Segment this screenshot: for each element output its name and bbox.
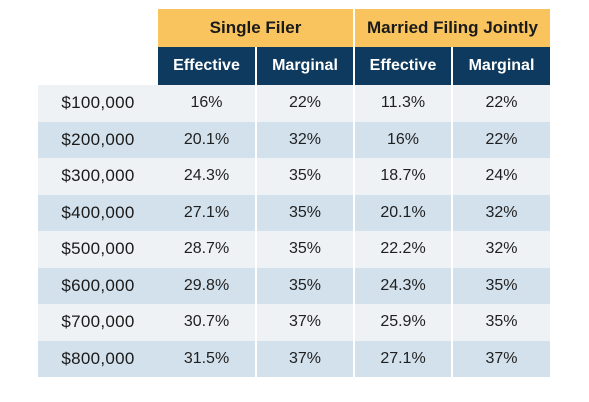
married-marginal-cell: 22% bbox=[451, 85, 550, 122]
married-effective-cell: 22.2% bbox=[353, 231, 452, 268]
sub-header-single-marginal: Marginal bbox=[255, 47, 354, 85]
income-cell: $600,000 bbox=[38, 267, 158, 304]
income-cell: $100,000 bbox=[38, 85, 158, 122]
income-cell: $300,000 bbox=[38, 158, 158, 195]
single-marginal-cell: 37% bbox=[255, 304, 354, 341]
single-effective-cell: 30.7% bbox=[158, 304, 256, 341]
single-effective-cell: 28.7% bbox=[158, 231, 256, 268]
single-effective-cell: 29.8% bbox=[158, 267, 256, 304]
married-marginal-cell: 37% bbox=[451, 340, 550, 377]
single-effective-cell: 16% bbox=[158, 85, 256, 122]
sub-header-married-effective: Effective bbox=[353, 47, 452, 85]
married-marginal-cell: 32% bbox=[451, 194, 550, 231]
table-row: $200,000 20.1% 32% 16% 22% bbox=[38, 121, 550, 158]
married-effective-cell: 16% bbox=[353, 121, 452, 158]
married-effective-cell: 24.3% bbox=[353, 267, 452, 304]
table-row: $700,000 30.7% 37% 25.9% 35% bbox=[38, 304, 550, 341]
married-marginal-cell: 32% bbox=[451, 231, 550, 268]
table-row: $400,000 27.1% 35% 20.1% 32% bbox=[38, 194, 550, 231]
sub-header-married-marginal: Marginal bbox=[451, 47, 550, 85]
group-header-married-filing-jointly: Married Filing Jointly bbox=[354, 9, 550, 47]
income-cell: $400,000 bbox=[38, 194, 158, 231]
income-cell: $500,000 bbox=[38, 231, 158, 268]
married-effective-cell: 27.1% bbox=[353, 340, 452, 377]
married-effective-cell: 20.1% bbox=[353, 194, 452, 231]
single-marginal-cell: 35% bbox=[255, 231, 354, 268]
single-effective-cell: 27.1% bbox=[158, 194, 256, 231]
table-row: $800,000 31.5% 37% 27.1% 37% bbox=[38, 340, 550, 377]
sub-header-row: Effective Marginal Effective Marginal bbox=[38, 47, 550, 85]
table-row: $500,000 28.7% 35% 22.2% 32% bbox=[38, 231, 550, 268]
married-effective-cell: 18.7% bbox=[353, 158, 452, 195]
married-marginal-cell: 22% bbox=[451, 121, 550, 158]
table-row: $300,000 24.3% 35% 18.7% 24% bbox=[38, 158, 550, 195]
single-effective-cell: 20.1% bbox=[158, 121, 256, 158]
table-row: $600,000 29.8% 35% 24.3% 35% bbox=[38, 267, 550, 304]
income-cell: $800,000 bbox=[38, 340, 158, 377]
single-marginal-cell: 35% bbox=[255, 158, 354, 195]
corner-blank bbox=[38, 9, 158, 47]
income-cell: $200,000 bbox=[38, 121, 158, 158]
single-effective-cell: 24.3% bbox=[158, 158, 256, 195]
married-marginal-cell: 24% bbox=[451, 158, 550, 195]
sub-header-single-effective: Effective bbox=[158, 47, 256, 85]
married-marginal-cell: 35% bbox=[451, 304, 550, 341]
single-marginal-cell: 32% bbox=[255, 121, 354, 158]
single-marginal-cell: 22% bbox=[255, 85, 354, 122]
group-header-row: Single Filer Married Filing Jointly bbox=[38, 9, 550, 47]
single-effective-cell: 31.5% bbox=[158, 340, 256, 377]
single-marginal-cell: 35% bbox=[255, 267, 354, 304]
single-marginal-cell: 35% bbox=[255, 194, 354, 231]
married-marginal-cell: 35% bbox=[451, 267, 550, 304]
group-header-single-filer: Single Filer bbox=[158, 9, 355, 47]
income-cell: $700,000 bbox=[38, 304, 158, 341]
single-marginal-cell: 37% bbox=[255, 340, 354, 377]
corner-blank-2 bbox=[38, 47, 158, 85]
tax-rate-table: Single Filer Married Filing Jointly Effe… bbox=[38, 9, 550, 377]
table-row: $100,000 16% 22% 11.3% 22% bbox=[38, 85, 550, 122]
married-effective-cell: 25.9% bbox=[353, 304, 452, 341]
married-effective-cell: 11.3% bbox=[353, 85, 452, 122]
